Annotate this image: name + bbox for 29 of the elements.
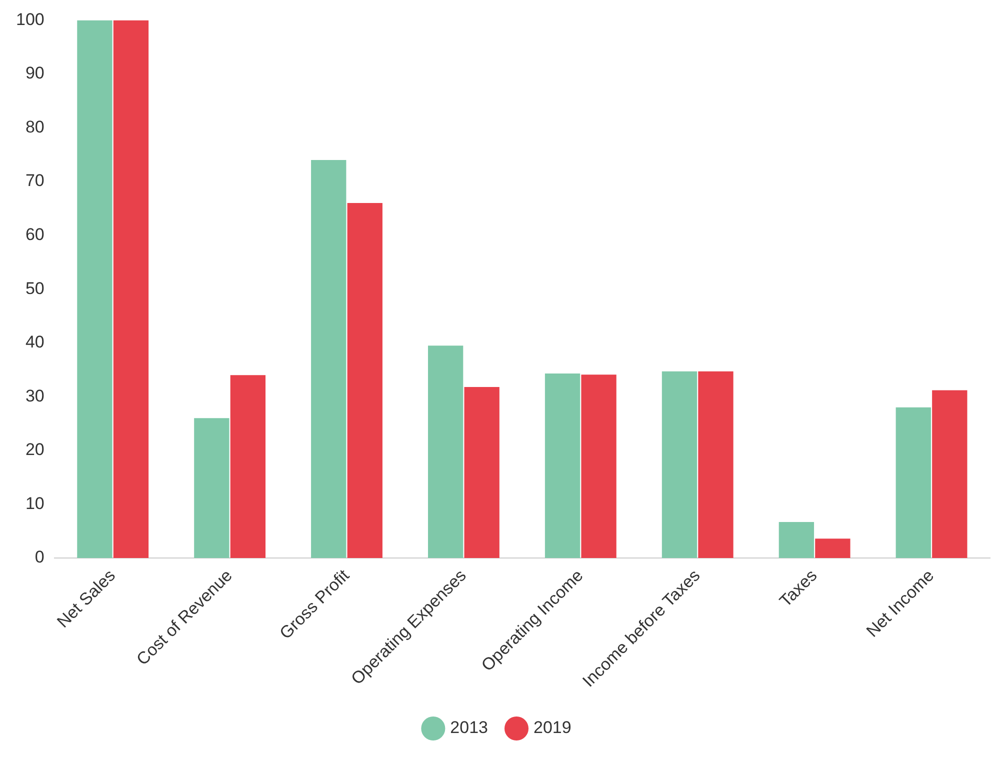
legend-label: 2019 xyxy=(534,718,572,738)
y-tick-label: 70 xyxy=(25,171,44,190)
bar xyxy=(464,386,500,558)
y-tick-label: 40 xyxy=(25,332,44,352)
bar xyxy=(581,374,616,558)
bar xyxy=(77,20,112,558)
bar xyxy=(347,203,382,558)
bar xyxy=(815,538,850,558)
y-tick-label: 80 xyxy=(25,117,44,136)
bar xyxy=(778,522,814,558)
y-tick-label: 10 xyxy=(25,494,44,513)
bar xyxy=(662,371,698,558)
bar xyxy=(698,371,734,558)
y-tick-label: 30 xyxy=(25,386,44,406)
y-tick-label: 0 xyxy=(34,548,44,567)
bar xyxy=(428,346,464,558)
y-tick-label: 60 xyxy=(25,225,44,244)
y-tick-label: 100 xyxy=(16,10,44,29)
y-tick-label: 90 xyxy=(25,64,44,83)
bar xyxy=(311,160,346,558)
legend-label: 2013 xyxy=(450,718,488,738)
bar xyxy=(544,374,580,558)
y-tick-label: 50 xyxy=(25,278,44,298)
bar xyxy=(230,375,266,558)
bar xyxy=(932,390,968,558)
bar xyxy=(896,407,931,558)
bar xyxy=(113,20,149,558)
bar xyxy=(194,418,230,558)
y-tick-label: 20 xyxy=(25,440,44,460)
